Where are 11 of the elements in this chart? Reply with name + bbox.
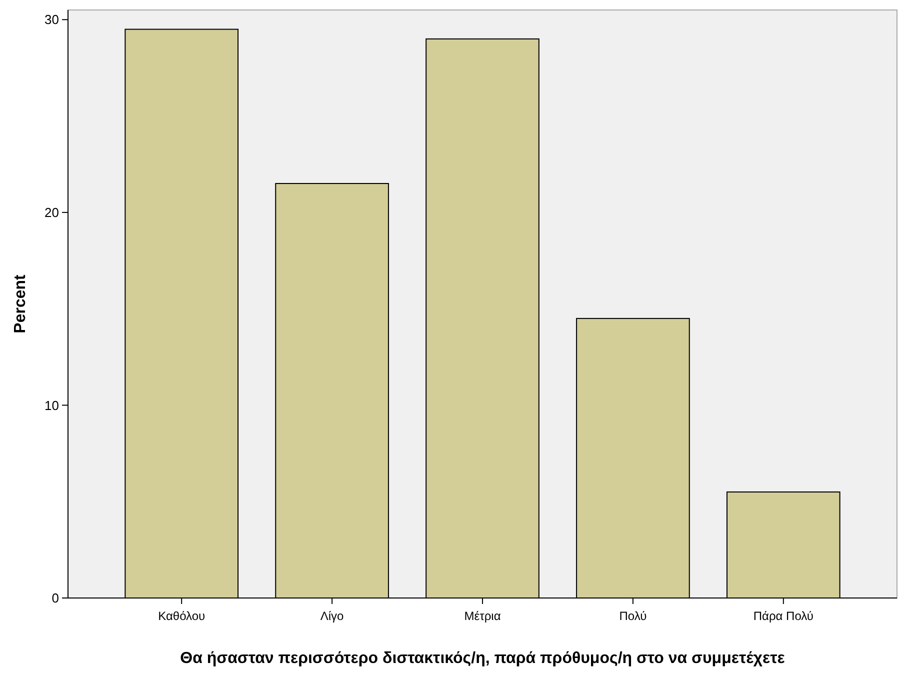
y-tick-label: 30 <box>44 12 59 28</box>
x-tick-label: Μέτρια <box>464 609 501 623</box>
x-tick-label: Πάρα Πολύ <box>753 609 814 623</box>
x-tick-label: Καθόλου <box>158 609 206 623</box>
x-tick-label: Πολύ <box>619 609 647 623</box>
y-tick-label: 10 <box>44 398 59 413</box>
y-tick-label: 20 <box>44 204 59 220</box>
y-tick-label: 0 <box>52 590 59 606</box>
x-tick-label: Λίγο <box>320 609 344 623</box>
y-axis-title: Percent <box>12 274 29 334</box>
x-axis-title: Θα ήσασταν περισσότερο διστακτικός/η, παρά πρόθυμος/η στο να συμμετέχετε <box>180 650 786 667</box>
